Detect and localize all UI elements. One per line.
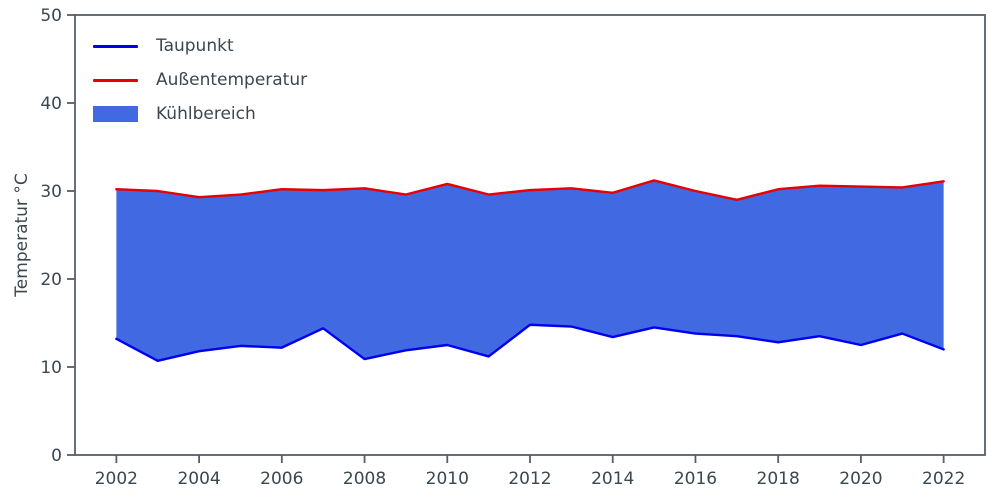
y-tick-label: 30 bbox=[40, 182, 62, 202]
legend: Taupunkt Außentemperatur Kühlbereich bbox=[93, 36, 307, 124]
x-tick-label: 2014 bbox=[591, 469, 634, 489]
y-tick-label: 50 bbox=[40, 6, 62, 26]
außentemperatur-line bbox=[115, 179, 945, 202]
taupunkt-line bbox=[115, 323, 945, 363]
legend-label-aussentemperatur: Außentemperatur bbox=[156, 70, 308, 90]
x-tick-label: 2008 bbox=[343, 469, 386, 489]
legend-item-taupunkt: Taupunkt bbox=[93, 36, 307, 56]
x-tick-label: 2012 bbox=[508, 469, 551, 489]
y-tick-label: 40 bbox=[40, 94, 62, 114]
x-tick-label: 2002 bbox=[95, 469, 138, 489]
taupunkt-line-swatch bbox=[93, 44, 138, 48]
x-tick-label: 2004 bbox=[177, 469, 220, 489]
legend-label-taupunkt: Taupunkt bbox=[156, 36, 234, 56]
x-tick-label: 2006 bbox=[260, 469, 303, 489]
x-tick-label: 2010 bbox=[426, 469, 469, 489]
x-tick-label: 2020 bbox=[839, 469, 882, 489]
kuehlbereich-area bbox=[116, 180, 944, 361]
aussentemperatur-line-swatch bbox=[93, 78, 138, 82]
y-axis-title: Temperatur °C bbox=[12, 173, 32, 297]
legend-label-kuehlbereich: Kühlbereich bbox=[156, 104, 256, 124]
x-tick-label: 2016 bbox=[674, 469, 717, 489]
legend-item-kuehlbereich: Kühlbereich bbox=[93, 104, 307, 124]
y-tick-label: 20 bbox=[40, 270, 62, 290]
y-tick-label: 10 bbox=[40, 358, 62, 378]
x-tick-label: 2022 bbox=[922, 469, 965, 489]
legend-item-aussentemperatur: Außentemperatur bbox=[93, 70, 307, 90]
y-tick-label: 0 bbox=[51, 446, 62, 466]
x-tick-label: 2018 bbox=[757, 469, 800, 489]
kuehlbereich-area-swatch bbox=[93, 106, 138, 122]
